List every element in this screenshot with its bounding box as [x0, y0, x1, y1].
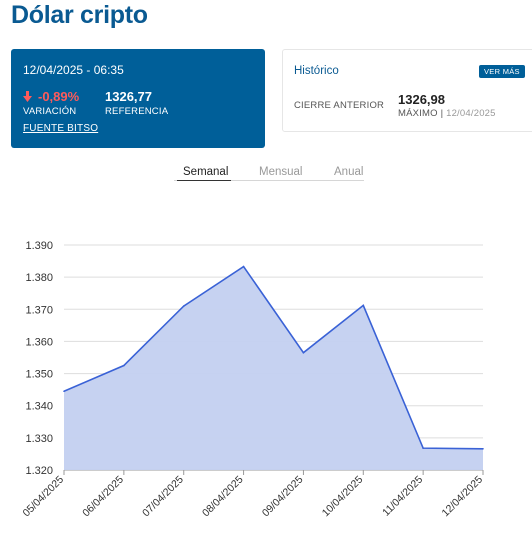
y-tick-label: 1.370 — [25, 304, 53, 316]
max-line: MÁXIMO | 12/04/2025 — [398, 108, 496, 119]
reference-block: 1326,77 REFERENCIA — [105, 89, 168, 117]
quote-datetime: 12/04/2025 - 06:35 — [23, 63, 124, 77]
x-tick-label: 11/04/2025 — [380, 474, 425, 519]
data-point — [242, 265, 245, 268]
history-card: Histórico VER MÁS CIERRE ANTERIOR 1326,9… — [282, 49, 532, 132]
variation-label: VARIACIÓN — [23, 106, 77, 117]
tabs-divider — [174, 180, 364, 181]
history-title: Histórico — [294, 65, 339, 77]
max-date: 12/04/2025 — [446, 108, 496, 119]
tab-semanal[interactable]: Semanal — [183, 166, 229, 178]
max-separator: | — [437, 108, 447, 119]
prev-close-value: 1326,98 — [398, 92, 445, 107]
data-point — [482, 447, 484, 450]
x-tick-label: 12/04/2025 — [439, 474, 485, 520]
variation-block: -0,89% VARIACIÓN — [23, 89, 79, 117]
prev-close-label: CIERRE ANTERIOR — [294, 100, 385, 111]
x-tick-label: 09/04/2025 — [260, 474, 306, 520]
y-tick-label: 1.380 — [25, 272, 53, 284]
data-point — [422, 447, 424, 449]
reference-value: 1326,77 — [105, 89, 152, 104]
x-tick-label: 05/04/2025 — [20, 474, 66, 520]
x-tick-label: 07/04/2025 — [140, 474, 186, 520]
data-point — [302, 351, 305, 354]
tab-mensual[interactable]: Mensual — [259, 166, 303, 178]
data-point — [63, 390, 65, 393]
data-point — [123, 364, 125, 367]
max-label: MÁXIMO — [398, 108, 438, 119]
data-point — [362, 304, 365, 307]
tab-anual[interactable]: Anual — [334, 166, 364, 178]
x-tick-label: 06/04/2025 — [80, 474, 126, 520]
y-tick-label: 1.340 — [25, 401, 53, 413]
variation-value: -0,89% — [38, 89, 80, 104]
reference-label: REFERENCIA — [105, 106, 169, 117]
arrow-down-icon — [23, 91, 32, 102]
y-tick-label: 1.330 — [25, 433, 53, 445]
data-point — [182, 305, 185, 307]
active-tab-indicator — [177, 180, 231, 181]
y-tick-label: 1.320 — [25, 465, 53, 477]
see-more-button[interactable]: VER MÁS — [479, 65, 525, 78]
period-tabs: Semanal Mensual Anual — [0, 163, 532, 183]
page-title: Dólar cripto — [11, 1, 148, 29]
source-link[interactable]: FUENTE BITSO — [23, 123, 99, 134]
series-area — [64, 266, 483, 470]
x-tick-label: 10/04/2025 — [320, 474, 366, 520]
series-line — [63, 265, 484, 450]
y-tick-label: 1.360 — [25, 336, 53, 348]
variation-value-row: -0,89% — [23, 89, 79, 104]
quote-card: 12/04/2025 - 06:35 -0,89% VARIACIÓN 1326… — [11, 49, 265, 148]
y-tick-label: 1.390 — [25, 240, 53, 252]
y-tick-label: 1.350 — [25, 369, 53, 381]
x-tick-label: 08/04/2025 — [200, 474, 246, 520]
